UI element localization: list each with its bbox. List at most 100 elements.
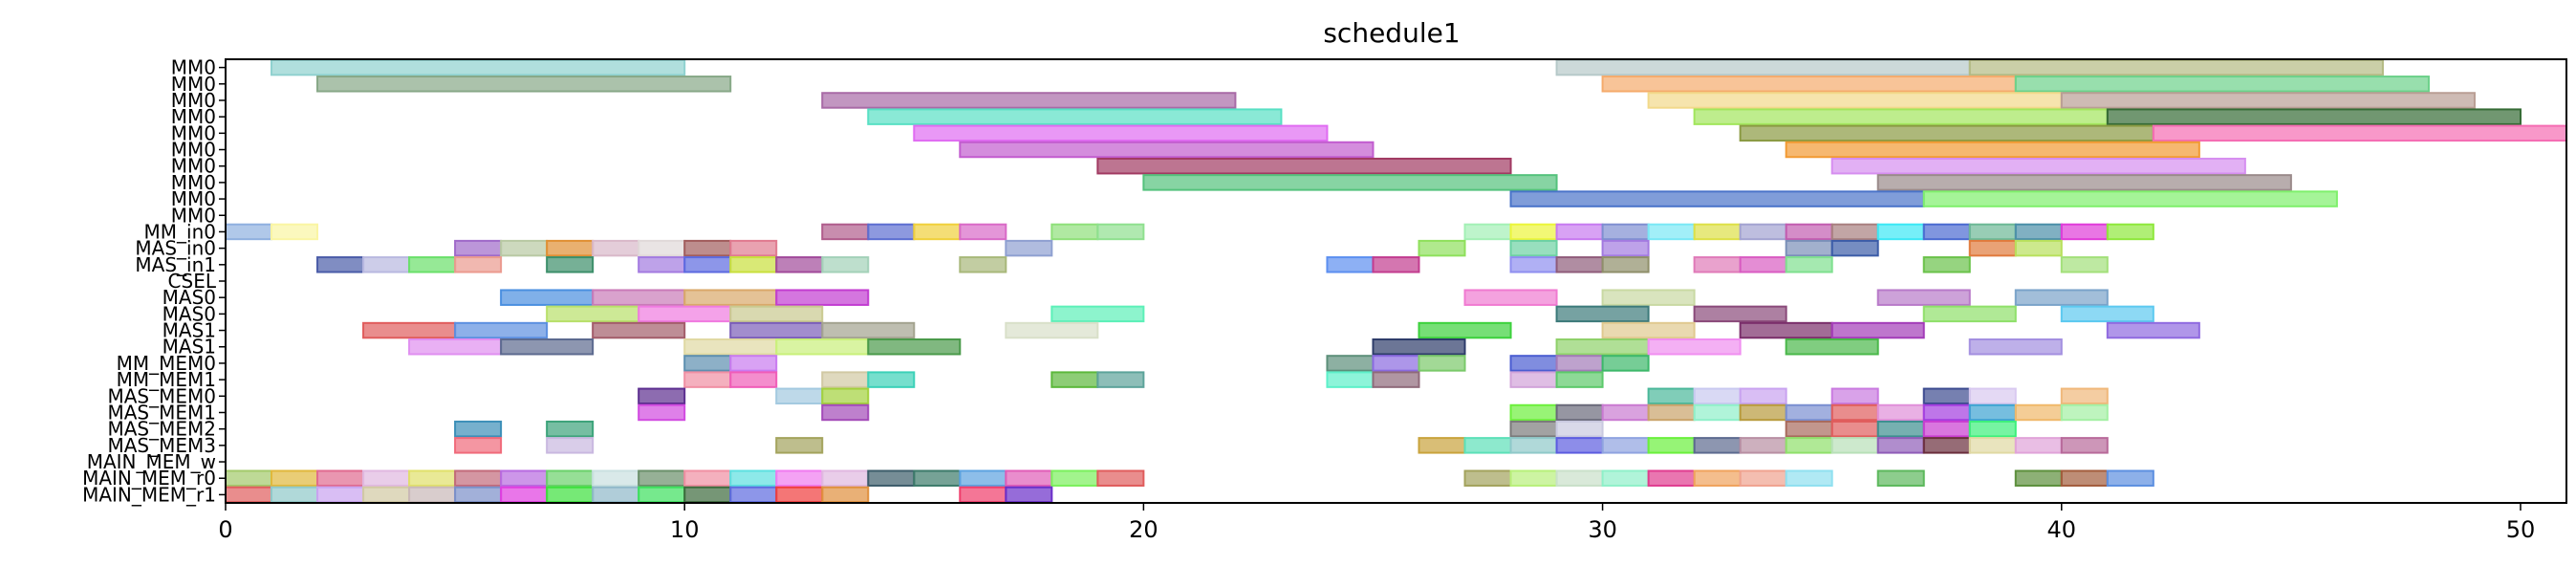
task-bar-mm-in0-10-16 [1830,223,1879,241]
task-bar-mm-in0-10-3 [867,223,916,241]
ytick-label: MM_in0 [144,220,216,243]
task-bar-main-mem-r0-25-15 [913,469,962,487]
task-bar-mas-mem3-23-1 [546,437,595,454]
task-bar-mas-mem0-20-5 [1739,387,1787,405]
task-bar-mas1-16-9 [1830,321,1925,339]
x-axis: 0 10 20 30 40 50 [218,503,2535,543]
task-bar-mas-mem1-21-11 [1922,403,1971,422]
task-bar-mm0-5-0 [959,141,1375,159]
task-bar-mm-mem0-18-3 [1372,355,1420,372]
task-bar-mm0-1-0 [316,76,732,93]
ytick-label: MM0 [171,171,216,194]
bars-layer [225,58,2567,504]
task-bar-mm0-0-0 [271,58,686,76]
ytick-label: MAS_in1 [135,253,216,276]
task-bar-mm-in0-10-10 [1555,223,1604,241]
task-bar-mm0-4-0 [913,124,1329,142]
task-bar-mas-mem3-23-17 [2060,437,2109,454]
task-bar-mas0-14-2 [683,289,778,306]
task-bar-mm-in0-10-0 [225,223,273,241]
task-bar-main-mem-r1-26-12 [775,486,824,504]
task-bar-mas-mem3-23-16 [2014,437,2063,454]
task-bar-mm-mem0-18-2 [1326,355,1375,372]
task-bar-main-mem-r0-25-21 [1509,469,1558,487]
task-bar-mas-mem2-22-7 [1922,420,1971,438]
task-bar-mm-mem0-18-7 [1601,355,1650,372]
task-bar-mm0-7-1 [1876,174,2292,191]
task-bar-main-mem-r1-26-8 [592,486,640,504]
ytick-label: MAS1 [162,319,216,342]
ytick-label: MM0 [171,56,216,79]
task-bar-main-mem-r0-25-12 [775,469,824,487]
task-bar-mas0-15-6 [1922,305,2017,323]
task-bar-mas-in0-11-10 [1601,239,1650,257]
task-bar-mas0-14-7 [2014,289,2109,306]
task-bar-mas-in1-12-18 [1785,256,1833,273]
task-bar-mm0-7-0 [1142,174,1558,191]
task-bar-mas1-17-2 [683,338,778,356]
task-bar-mas-in1-12-19 [1922,256,1971,273]
task-bar-main-mem-r1-26-11 [729,486,778,504]
task-bar-main-mem-r0-25-6 [500,469,549,487]
task-bar-mas-in1-12-9 [821,256,870,273]
task-bar-mm-in0-10-6 [1050,223,1099,241]
task-bar-mm0-3-2 [2106,108,2522,125]
task-bar-main-mem-r0-25-29 [2014,469,2063,487]
task-bar-mas-in0-11-11 [1785,239,1833,257]
task-bar-mm-mem1-19-1 [729,371,778,388]
task-bar-mas1-16-8 [1739,321,1833,339]
task-bar-mm-in0-10-15 [1785,223,1833,241]
task-bar-mas1-16-3 [729,321,824,339]
task-bar-mas-in0-11-4 [638,239,686,257]
task-bar-mas0-15-2 [729,305,824,323]
task-bar-mas-in0-11-6 [729,239,778,257]
task-bar-mas-mem0-20-1 [775,387,824,405]
ytick-label: MAIN_MEM_w [87,450,216,473]
task-bar-main-mem-r0-25-13 [821,469,870,487]
task-bar-main-mem-r1-26-4 [408,486,457,504]
task-bar-mas-in0-11-8 [1418,239,1466,257]
ytick-label: MAS_MEM1 [107,401,216,424]
task-bar-mas-in1-12-7 [729,256,778,273]
task-bar-mm-mem1-19-5 [1096,371,1145,388]
task-bar-mm-mem0-18-5 [1509,355,1558,372]
task-bar-mas-mem0-20-2 [821,387,870,405]
task-bar-mas-in1-12-6 [683,256,732,273]
task-bar-mas-in1-12-14 [1555,256,1604,273]
task-bar-mm-mem1-19-0 [683,371,732,388]
task-bar-mas-mem3-23-15 [1968,437,2017,454]
task-bar-main-mem-r0-25-0 [225,469,273,487]
task-bar-mm-mem0-18-6 [1555,355,1604,372]
task-bar-mas-in1-12-20 [2060,256,2109,273]
task-bar-mas-mem3-23-14 [1922,437,1971,454]
task-bar-mas-mem3-23-7 [1601,437,1650,454]
task-bar-mm0-8-1 [1922,190,2338,207]
task-bar-mm0-0-1 [1555,58,1971,76]
task-bar-mas-mem0-20-6 [1830,387,1879,405]
task-bar-mas-mem3-23-12 [1830,437,1879,454]
task-bar-mas-in0-11-7 [1005,239,1053,257]
ytick-label: CSEL [168,270,217,293]
task-bar-mas1-16-4 [821,321,916,339]
plot-frame [225,58,2567,504]
task-bar-mm-in0-10-7 [1096,223,1145,241]
task-bar-mas1-17-6 [1555,338,1650,356]
task-bar-mas-mem2-22-1 [546,420,595,438]
task-bar-mas-mem0-20-8 [1968,387,2017,405]
task-bar-main-mem-r1-26-9 [638,486,686,504]
ytick-label: MM0 [171,139,216,162]
task-bar-mas-mem3-23-6 [1555,437,1604,454]
task-bar-mas-mem3-23-4 [1463,437,1512,454]
task-bar-main-mem-r0-25-1 [271,469,319,487]
task-bar-mas-mem3-23-9 [1693,437,1742,454]
task-bar-mas1-16-6 [1418,321,1512,339]
task-bar-mas0-15-0 [546,305,640,323]
task-bar-mas-in1-12-1 [362,256,411,273]
task-bar-mm-in0-10-19 [1968,223,2017,241]
task-bar-mm-in0-10-13 [1693,223,1742,241]
task-bar-main-mem-r1-26-14 [959,486,1007,504]
task-bar-mas-mem1-21-13 [2014,403,2063,422]
ytick-label: MAS_MEM3 [107,434,216,457]
task-bar-mas-in1-12-5 [638,256,686,273]
task-bar-mm-mem1-19-7 [1372,371,1420,388]
